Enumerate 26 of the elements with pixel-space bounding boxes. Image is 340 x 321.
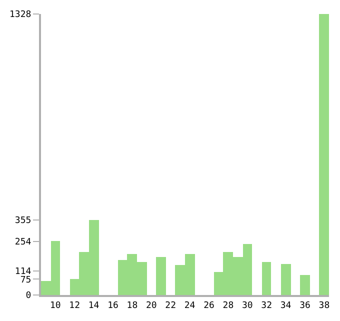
y-tick-label: 0 (26, 291, 32, 302)
y-tick-label: 355 (14, 216, 32, 226)
x-tick-label: 36 (300, 300, 310, 311)
x-tick-label: 10 (50, 300, 61, 311)
y-tick-label: 75 (20, 275, 32, 286)
x-tick-label: 20 (146, 300, 157, 311)
x-tick-label: 28 (222, 300, 234, 311)
bar (156, 257, 166, 295)
y-tick-label: 1328 (10, 10, 32, 20)
x-tick-label: 22 (165, 300, 176, 311)
x-tick-label: 18 (126, 300, 138, 311)
x-tick-label: 14 (88, 300, 100, 311)
bar (281, 264, 291, 295)
bar (300, 275, 310, 295)
x-tick-label: 16 (108, 300, 118, 311)
x-tick-label: 30 (242, 300, 253, 311)
bar (262, 262, 271, 295)
x-tick-label: 12 (69, 300, 80, 311)
x-tick-label: 24 (184, 300, 196, 311)
y-tick-label: 114 (14, 267, 32, 278)
y-tick-label: 254 (14, 237, 32, 248)
x-tick-label: 38 (318, 300, 330, 311)
x-tick-label: 34 (280, 300, 292, 311)
bar (319, 14, 329, 295)
x-tick-label: 26 (204, 300, 214, 311)
x-tick-label: 32 (261, 300, 272, 311)
